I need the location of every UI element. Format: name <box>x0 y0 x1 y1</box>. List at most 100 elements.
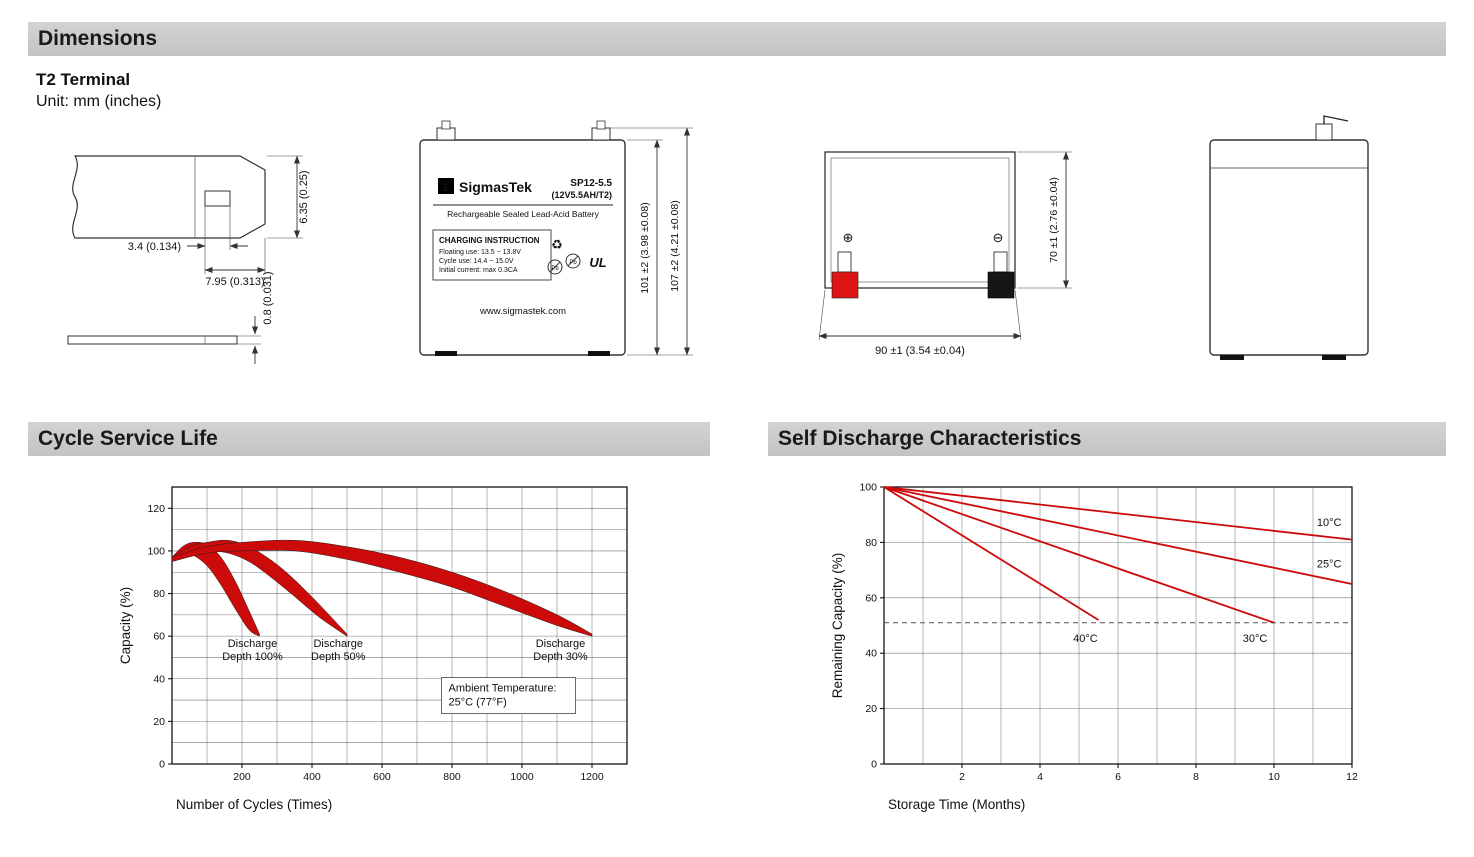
y-tick-label: 20 <box>153 716 165 728</box>
battery-case-side <box>1209 115 1369 360</box>
y-tick-label: 80 <box>153 588 165 600</box>
charging-line-2: Cycle use: 14.4 ~ 15.0V <box>439 258 514 265</box>
x-tick-label: 12 <box>1346 771 1358 783</box>
x-tick-label: 800 <box>443 771 461 783</box>
dimensions-section-title: Dimensions <box>38 27 158 50</box>
band-label: Depth 30% <box>533 651 588 663</box>
charging-instruction-box <box>432 229 552 281</box>
x-axis-label: Storage Time (Months) <box>888 797 1025 812</box>
dimension-0-8: 0.8 (0.031) <box>237 271 274 364</box>
y-tick-label: 60 <box>153 631 165 643</box>
dimension-6-35: 6.35 (0.25) <box>267 155 310 239</box>
x-tick-label: 1200 <box>580 771 604 783</box>
terminal-type-title: T2 Terminal <box>36 70 131 89</box>
cycle-service-life-header: Cycle Service Life <box>28 422 710 456</box>
unit-note: Unit: mm (inches) <box>36 93 162 110</box>
sigma-logo-box <box>438 178 454 194</box>
rear-view-drawing: ⊕ ⊖ 70 ±1 (2.76 ±0.04) 90 ±1 (3.54 ±0.04… <box>818 151 1072 357</box>
self-discharge-chart: 2 4 6 8 10 12 0 20 40 60 80 100 10°C 25°C 40°C 30°C Stor… <box>830 482 1358 813</box>
dimension-label-slot: 3.4 (0.134) <box>128 241 181 253</box>
battery-type-text: Rechargeable Sealed Lead-Acid Battery <box>447 209 599 219</box>
foot-mark <box>1220 355 1244 360</box>
x-tick-label: 2 <box>959 771 965 783</box>
terminal-blade-outline <box>72 155 266 239</box>
band-label: Discharge <box>313 638 363 650</box>
y-tick-label: 120 <box>147 503 165 515</box>
series-line <box>883 486 1353 541</box>
front-view-drawing: Σ SigmasTek SP12-5.5 (12V5.5AH/T2) Recha… <box>419 120 693 356</box>
series-line <box>883 486 1353 585</box>
y-tick-label: 40 <box>153 673 165 685</box>
dimension-label-width: 90 ±1 (3.54 ±0.04) <box>875 345 965 357</box>
foot-mark <box>1322 355 1346 360</box>
negative-terminal-black <box>987 271 1015 299</box>
y-tick-label: 20 <box>865 703 877 715</box>
dimension-107: 107 ±2 (4.21 ±0.08) <box>610 127 693 356</box>
dimension-label-depth: 70 ±1 (2.76 ±0.04) <box>1048 177 1060 263</box>
sigma-logo-icon: Σ <box>443 182 450 194</box>
self-discharge-title: Self Discharge Characteristics <box>778 427 1082 450</box>
terminal-pin <box>1323 115 1349 124</box>
dimension-label-total-height: 107 ±2 (4.21 ±0.08) <box>669 200 681 292</box>
x-tick-label: 1000 <box>510 771 534 783</box>
cycle-service-life-chart: 200 400 600 800 1000 1200 0 20 40 60 80 100 120 Disch… <box>118 486 628 812</box>
x-tick-label: 6 <box>1115 771 1121 783</box>
dimensions-section-header: Dimensions <box>28 22 1446 56</box>
charging-line-3: Initial current: max 0.3CA <box>439 267 518 274</box>
positive-terminal-red <box>831 271 859 299</box>
y-tick-label: 100 <box>147 545 165 557</box>
cycle-service-life-title: Cycle Service Life <box>38 427 218 450</box>
x-tick-label: 200 <box>233 771 251 783</box>
x-tick-label: 4 <box>1037 771 1043 783</box>
dimension-label-case-height: 101 ±2 (3.98 ±0.08) <box>639 202 651 294</box>
charging-title: CHARGING INSTRUCTION <box>439 236 540 245</box>
pb-no-lead-icon: Pb <box>547 259 563 275</box>
rating-text: (12V5.5AH/T2) <box>551 190 612 200</box>
charging-line-1: Floating use: 13.5 ~ 13.8V <box>439 249 521 256</box>
series-label: 25°C <box>1317 558 1342 570</box>
dimension-label-thickness: 0.8 (0.031) <box>262 271 274 324</box>
series-line <box>883 486 1275 624</box>
y-tick-label: 40 <box>865 648 877 660</box>
band-label: Depth 50% <box>311 651 366 663</box>
y-tick-label: 60 <box>865 592 877 604</box>
svg-text:Pb: Pb <box>569 260 577 266</box>
x-axis-label: Number of Cycles (Times) <box>176 797 332 812</box>
discharge-band <box>171 539 593 637</box>
terminal-tab-side <box>1315 123 1333 141</box>
plot-border <box>171 486 628 765</box>
negative-tab <box>993 251 1008 273</box>
battery-case-rear: ⊕ ⊖ <box>824 151 1016 299</box>
side-view-drawing <box>1209 115 1369 360</box>
ul-mark-icon: UL <box>589 255 606 270</box>
pb-no-lead-icon: Pb <box>565 253 581 269</box>
y-tick-label: 100 <box>859 482 877 494</box>
negative-terminal-symbol: ⊖ <box>993 230 1004 245</box>
self-discharge-header: Self Discharge Characteristics <box>768 422 1446 456</box>
foot-mark <box>588 351 610 356</box>
dimension-7-95: 7.95 (0.313) <box>204 238 266 288</box>
y-tick-label: 0 <box>871 759 877 771</box>
terminal-slot <box>204 190 231 207</box>
brand-name: SigmasTek <box>459 179 532 195</box>
discharge-band <box>171 541 260 637</box>
positive-tab <box>837 251 852 273</box>
y-tick-label: 0 <box>159 759 165 771</box>
band-label: Discharge <box>228 638 278 650</box>
dimension-90: 90 ±1 (3.54 ±0.04) <box>818 289 1022 357</box>
foot-mark <box>435 351 457 356</box>
x-tick-label: 400 <box>303 771 321 783</box>
terminal-tab-right <box>591 120 611 141</box>
battery-case-front <box>419 120 626 356</box>
series-label: 40°C <box>1073 633 1098 645</box>
series-line <box>883 486 1099 621</box>
y-axis-label: Remaining Capacity (%) <box>830 553 845 699</box>
website-text: www.sigmastek.com <box>479 306 566 317</box>
annotation-text: 25°C (77°F) <box>449 697 507 709</box>
positive-terminal-symbol: ⊕ <box>843 230 854 245</box>
battery-label: Σ SigmasTek SP12-5.5 (12V5.5AH/T2) Recha… <box>432 178 613 317</box>
dimension-label-height: 6.35 (0.25) <box>298 170 310 223</box>
band-label: Depth 100% <box>222 651 283 663</box>
band-label: Discharge <box>536 638 586 650</box>
